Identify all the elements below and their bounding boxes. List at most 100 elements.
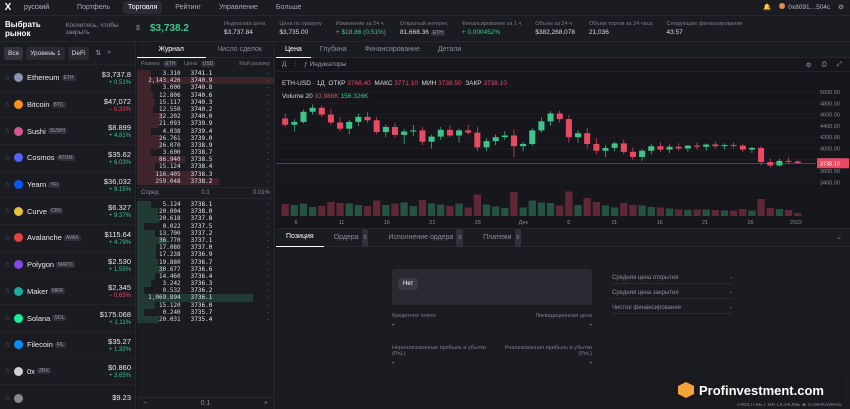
ask-row[interactable]: 116.405 3738.3 -	[137, 170, 274, 178]
tab-details[interactable]: Детали	[437, 45, 462, 53]
nav-governance[interactable]: Управление	[218, 4, 258, 11]
bid-row[interactable]: 19.880 3736.7 -	[137, 258, 274, 266]
indicators-button[interactable]: ƒ Индикаторы	[304, 61, 347, 68]
ask-row[interactable]: 3.600 3738.7 -	[137, 149, 274, 157]
panel-collapse-icon[interactable]: ⌄	[836, 234, 842, 241]
favorite-star-icon[interactable]: ☆	[4, 261, 11, 269]
date-tick-label: 26	[475, 220, 481, 226]
bid-row[interactable]: 0.240 3735.7 -	[137, 308, 274, 316]
search-icon[interactable]: ⌕	[107, 49, 112, 56]
filter-defi[interactable]: DeFi	[67, 46, 90, 60]
candle-type-icon[interactable]: ⫶	[294, 60, 297, 68]
ask-row[interactable]: 21.093 3739.9 -	[137, 120, 274, 128]
market-row[interactable]: ☆ Maker MKR $2,345− 0.65%	[0, 277, 135, 305]
timeframe-button[interactable]: Д	[282, 61, 287, 68]
ask-row[interactable]: 15.117 3740.3 -	[137, 98, 274, 106]
market-row[interactable]: ☆ Ethereum ETH $3,737.8 + 0.51%	[0, 64, 135, 91]
market-row[interactable]: ☆ Filecoin FIL $35.27 + 1.32%	[0, 330, 135, 358]
ask-row[interactable]: 3.310 3741.1 -	[137, 70, 274, 78]
market-row[interactable]: ☆ Sushi SUSHI $8.899 + 4.81%	[0, 117, 135, 144]
account-button[interactable]: 0x8091…504c	[779, 3, 830, 11]
market-row[interactable]: ☆ Bitcoin BTC $47,072− 0.33%	[0, 90, 135, 118]
bid-row[interactable]: 17.238 3736.9 -	[137, 251, 274, 259]
market-price: $115.64	[104, 229, 131, 239]
market-row[interactable]: ☆ Polygon MATIC $2.530 + 1.55%	[0, 250, 135, 278]
bid-row[interactable]: 20.004 3738.0 -	[137, 208, 274, 216]
bid-row[interactable]: 3.242 3736.3 -	[137, 280, 274, 288]
ask-row[interactable]: 12.550 3740.2 -	[137, 105, 274, 114]
fullscreen-icon[interactable]: ⤢	[836, 60, 842, 68]
favorite-star-icon[interactable]: ☆	[4, 288, 11, 296]
favorite-star-icon[interactable]: ☆	[4, 74, 11, 82]
market-row[interactable]: ☆ Yearn YFI $36,032 + 9.15%	[0, 170, 135, 198]
bid-row[interactable]: 13.700 3737.2 -	[137, 229, 274, 237]
bid-row[interactable]: 15.120 3736.0 -	[137, 301, 274, 309]
filter-level1[interactable]: Уровень 1	[26, 46, 65, 60]
favorite-star-icon[interactable]: ☆	[4, 234, 11, 242]
market-selector[interactable]: Выбрать рынок Коснитесь, чтобы закрыть	[0, 20, 136, 38]
ask-row[interactable]: 12.806 3740.6 -	[137, 91, 274, 99]
ask-row[interactable]: 26.070 3738.9 -	[137, 141, 274, 150]
bid-row[interactable]: 0.532 3736.2 -	[137, 287, 274, 295]
ask-row[interactable]: 3.000 3740.8 -	[137, 84, 274, 92]
favorite-star-icon[interactable]: ☆	[4, 368, 11, 376]
tab-positions-0[interactable]: Позиция	[276, 229, 324, 247]
tab-depth[interactable]: Глубина	[319, 45, 347, 53]
tab-funding[interactable]: Финансирование	[364, 45, 420, 53]
favorite-star-icon[interactable]: ☆	[4, 208, 11, 216]
filter-all[interactable]: Все	[4, 46, 24, 60]
market-row[interactable]: ☆ Avalanche AVAX $115.64 + 4.79%	[0, 224, 135, 251]
favorite-star-icon[interactable]: ☆	[4, 128, 11, 136]
tab-positions-2[interactable]: Исполнение ордера 0	[378, 228, 473, 247]
bid-row[interactable]: 20.618 3737.8 -	[137, 215, 274, 223]
dydx-logo[interactable]: X	[4, 2, 12, 13]
ask-row[interactable]: 86.940 3738.5 -	[137, 156, 274, 164]
market-row[interactable]: ☆ $9.23	[0, 384, 135, 409]
tab-positions-3[interactable]: Платежи 0	[473, 228, 531, 247]
ask-row[interactable]: 26.761 3739.0 -	[137, 134, 274, 142]
market-stat-label: Объем торгов за 24 часа	[589, 21, 653, 27]
favorite-star-icon[interactable]: ☆	[4, 341, 11, 349]
bid-row[interactable]: 0.022 3737.5 -	[137, 222, 274, 230]
bid-row[interactable]: 14.460 3736.4 -	[137, 272, 274, 281]
nav-trade[interactable]: Торговля	[123, 1, 163, 14]
favorite-star-icon[interactable]: ☆	[4, 154, 11, 162]
favorite-star-icon[interactable]: ☆	[4, 101, 11, 109]
ask-row[interactable]: 15.124 3738.4 -	[137, 163, 274, 171]
price-chart[interactable]: 5000.00 4800.00 4600.00 4400.00 4200.00 4000.…	[276, 72, 850, 228]
ask-row[interactable]: 259.048 3738.2 -	[137, 177, 274, 185]
settings-icon[interactable]: ⚙	[838, 4, 844, 11]
nav-more[interactable]: Больше	[275, 4, 302, 11]
bid-row[interactable]: 36.770 3737.1 -	[137, 236, 274, 245]
group-increase-button[interactable]: +	[263, 400, 268, 407]
market-stat-label: Цена по оракулу	[279, 21, 322, 27]
market-row[interactable]: ☆ 0x ZRX $0.860 + 3.65%	[0, 357, 135, 385]
chart-settings-icon[interactable]: ⚙	[805, 61, 812, 69]
favorite-star-icon[interactable]: ☆	[4, 395, 11, 403]
bid-row[interactable]: 1,069.894 3736.1 -	[137, 294, 274, 302]
tab-positions-1[interactable]: Ордера 0	[324, 228, 379, 247]
market-row[interactable]: ☆ Curve CRV $6.327 + 9.37%	[0, 197, 135, 224]
nav-portfolio[interactable]: Портфель	[77, 4, 111, 11]
tab-price[interactable]: Цена	[276, 42, 311, 58]
screenshot-icon[interactable]: ⎙	[821, 60, 827, 68]
bid-row[interactable]: 20.031 3735.4 -	[137, 316, 274, 324]
favorite-star-icon[interactable]: ☆	[4, 181, 11, 189]
ask-row[interactable]: 2,143.426 3740.9 -	[137, 77, 274, 85]
bid-row[interactable]: 5.124 3738.1 -	[137, 201, 274, 209]
group-decrease-button[interactable]: −	[143, 400, 148, 407]
market-row[interactable]: ☆ Cosmos ATOM $35.62 + 6.03%	[0, 144, 135, 171]
market-row[interactable]: ☆ Solana SOL $175.068 + 1.11%	[0, 304, 135, 331]
language-selector[interactable]: русский	[24, 4, 50, 11]
ask-row[interactable]: 4.038 3739.4 -	[137, 127, 274, 135]
notifications-icon[interactable]: 🔔	[763, 4, 772, 11]
bid-row[interactable]: 30.677 3736.6 -	[137, 265, 274, 273]
tab-trades[interactable]: Число сделок	[217, 45, 262, 53]
favorite-star-icon[interactable]: ☆	[4, 315, 11, 323]
my-size: -	[266, 244, 271, 252]
bid-row[interactable]: 17.080 3737.0 -	[137, 244, 274, 252]
ask-row[interactable]: 32.202 3740.0 -	[137, 113, 274, 121]
tab-orderbook[interactable]: Журнал	[137, 42, 206, 58]
sort-icon[interactable]: ⇅	[95, 50, 102, 57]
nav-rating[interactable]: Рейтинг	[175, 4, 201, 11]
